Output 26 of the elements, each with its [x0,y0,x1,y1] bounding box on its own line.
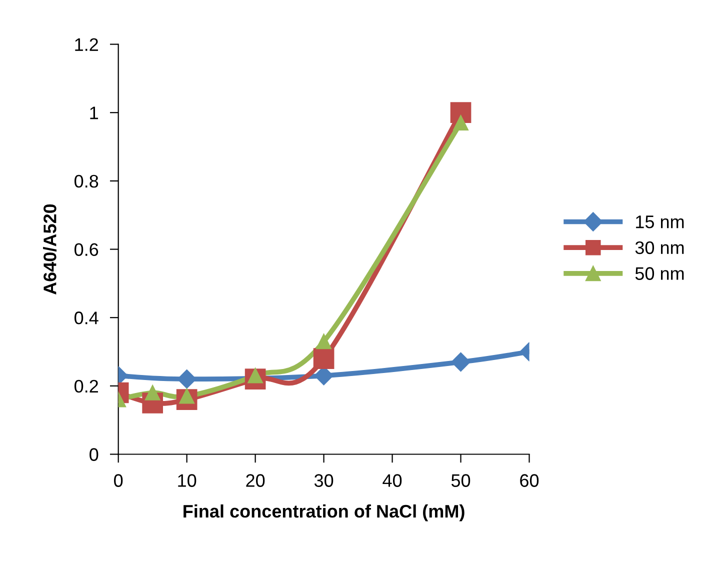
legend-label: 15 nm [636,216,684,228]
x-tick-label: 60 [520,474,539,487]
x-tick-label: 30 [314,474,334,487]
x-tick-label: 50 [451,474,470,487]
legend-label: 30 nm [635,241,684,254]
legend-label: 50 nm [635,267,684,280]
point [451,352,470,372]
y-tick-label: 0.8 [74,174,98,188]
y-tick-label: 0.2 [74,380,98,393]
y-axis-title: A640/A520 [43,204,57,294]
y-tick-label: 0.4 [74,312,98,324]
point [316,334,332,350]
x-tick-label: 20 [246,474,265,487]
point [144,385,160,400]
point [453,115,468,130]
y-tick-label: 1.2 [75,38,98,51]
y-tick-label: 0 [90,448,98,461]
x-tick-label: 10 [178,474,196,487]
y-tick-label: 0.6 [74,243,98,256]
x-tick-label: 40 [382,474,402,487]
point [450,102,472,124]
x-tick-label: 0 [114,474,123,487]
point [177,370,196,389]
point [313,348,334,370]
x-axis-title: Final concentration of NaCl (mM) [184,504,464,522]
y-tick-label: 1 [90,106,98,120]
